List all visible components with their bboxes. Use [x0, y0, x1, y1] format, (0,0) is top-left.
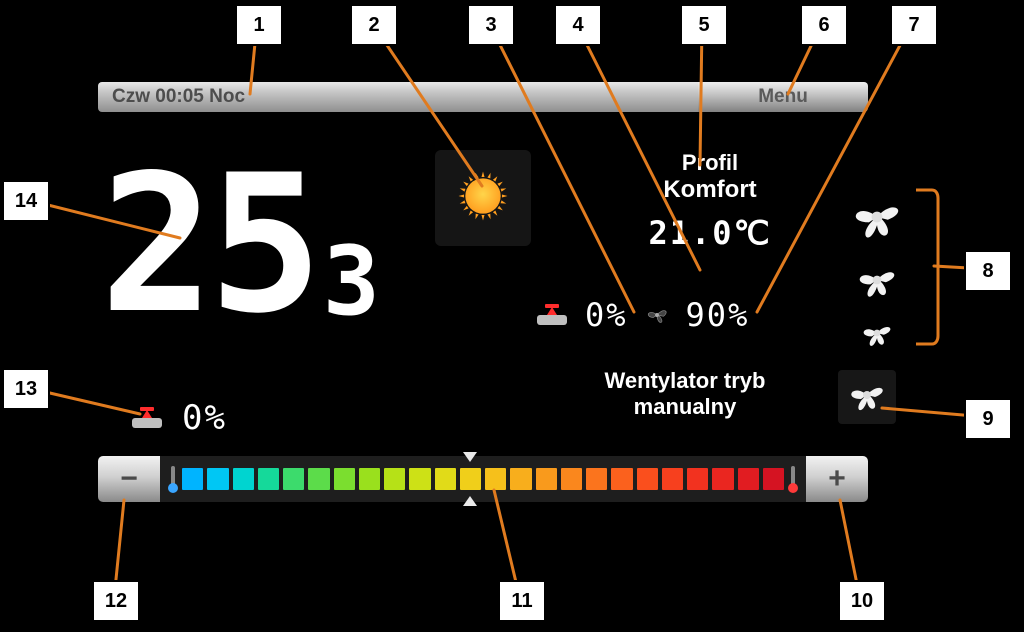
- slider-segment: [334, 468, 355, 490]
- slider-segment: [561, 468, 582, 490]
- fan-speed-level-2[interactable]: [855, 258, 899, 302]
- callout-8: 8: [964, 250, 1012, 292]
- callout-13: 13: [2, 368, 50, 410]
- hvac-controller-screenshot: Czw 00:05 Noc Menu 25 3 Profil Komfort: [0, 0, 1024, 632]
- valve-icon: [535, 301, 569, 329]
- slider-segment: [510, 468, 531, 490]
- slider-segment: [763, 468, 784, 490]
- callout-12: 12: [92, 580, 140, 622]
- valve-percent: 0%: [585, 296, 628, 334]
- slider-segment: [435, 468, 456, 490]
- slider-segment: [712, 468, 733, 490]
- callout-1: 1: [235, 4, 283, 46]
- slider-segment: [662, 468, 683, 490]
- secondary-valve-row: 0%: [130, 398, 227, 438]
- thermometer-cold-icon: [168, 464, 178, 494]
- thermometer-hot-icon: [788, 464, 798, 494]
- fan-icon: [847, 375, 887, 420]
- slider-segment: [409, 468, 430, 490]
- weather-panel: [435, 150, 531, 246]
- slider-segment: [384, 468, 405, 490]
- setpoint-temperature: 21.0℃: [560, 214, 860, 252]
- temp-decrease-button[interactable]: −: [98, 456, 160, 502]
- top-bar: Czw 00:05 Noc Menu: [98, 82, 868, 112]
- slider-segment: [233, 468, 254, 490]
- callout-6: 6: [800, 4, 848, 46]
- slider-segment: [359, 468, 380, 490]
- secondary-valve-percent: 0%: [182, 398, 227, 438]
- slider-segment: [258, 468, 279, 490]
- slider-segment: [460, 468, 481, 490]
- fan-percent: 90%: [686, 296, 750, 334]
- profile-name: Komfort: [560, 176, 860, 204]
- room-temperature-display: 25 3: [100, 140, 440, 340]
- valve-icon: [130, 404, 164, 432]
- profile-label: Profil: [560, 150, 860, 176]
- slider-segment: [586, 468, 607, 490]
- slider-segment: [611, 468, 632, 490]
- fan-mode-line2: manualny: [540, 394, 830, 420]
- room-temp-integer: 25: [100, 150, 317, 340]
- callout-2: 2: [350, 4, 398, 46]
- slider-segment: [308, 468, 329, 490]
- status-bar-text: Czw 00:05 Noc: [98, 82, 698, 112]
- temperature-slider: − +: [98, 456, 868, 502]
- slider-segment: [637, 468, 658, 490]
- slider-segment: [182, 468, 203, 490]
- callout-11: 11: [498, 580, 546, 622]
- fan-speed-level-1[interactable]: [860, 316, 894, 350]
- fan-mode-line1: Wentylator tryb: [540, 368, 830, 394]
- callout-14: 14: [2, 180, 50, 222]
- fan-speed-column[interactable]: [850, 190, 904, 350]
- temp-slider-track[interactable]: [160, 456, 806, 502]
- fan-mode-text: Wentylator tryb manualny: [540, 368, 830, 420]
- callout-3: 3: [467, 4, 515, 46]
- status-row: 0% 90%: [535, 296, 749, 334]
- fan-small-icon: [644, 302, 670, 328]
- slider-segment: [687, 468, 708, 490]
- fan-column-bracket: [914, 188, 940, 346]
- callout-5: 5: [680, 4, 728, 46]
- menu-button[interactable]: Menu: [698, 82, 868, 112]
- fan-mode-button[interactable]: [838, 370, 896, 424]
- slider-segment: [207, 468, 228, 490]
- slider-segment: [485, 468, 506, 490]
- callout-7: 7: [890, 4, 938, 46]
- fan-speed-level-3[interactable]: [850, 190, 904, 244]
- sun-icon: [449, 162, 517, 235]
- room-temp-decimal: 3: [323, 235, 380, 330]
- callout-10: 10: [838, 580, 886, 622]
- slider-segment: [536, 468, 557, 490]
- profile-block: Profil Komfort 21.0℃: [560, 150, 860, 252]
- slider-segment: [738, 468, 759, 490]
- callout-4: 4: [554, 4, 602, 46]
- temp-increase-button[interactable]: +: [806, 456, 868, 502]
- callout-9: 9: [964, 398, 1012, 440]
- slider-segment: [283, 468, 304, 490]
